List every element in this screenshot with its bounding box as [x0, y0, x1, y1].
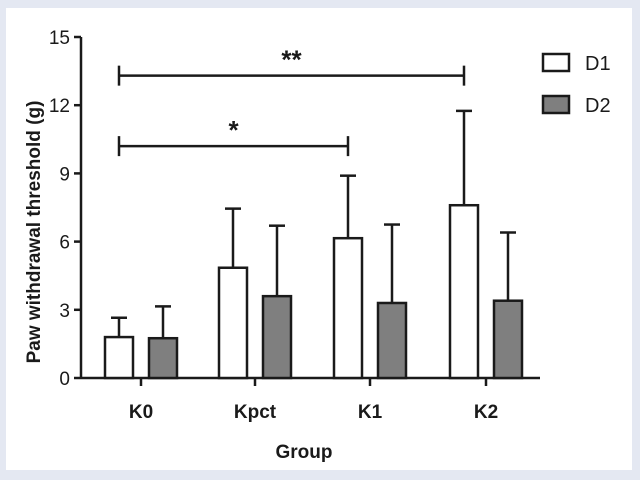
y-tick-label: 6 — [59, 233, 70, 254]
bar-D1-Kpct — [217, 266, 249, 380]
chart-panel — [6, 8, 632, 470]
y-axis-title: Paw withdrawal threshold (g) — [24, 101, 45, 364]
significance-label: * — [228, 115, 239, 145]
bar-D2-Kpct — [261, 294, 293, 380]
bar-D2-K0 — [147, 336, 179, 380]
y-tick-label: 3 — [59, 301, 70, 322]
y-tick-label: 15 — [49, 28, 70, 49]
bar-D1-K0 — [103, 335, 135, 380]
x-tick-label: K1 — [358, 402, 383, 423]
y-tick-label: 9 — [59, 164, 70, 185]
bar-D2-K2 — [492, 299, 524, 380]
bar-D1-K1 — [332, 236, 364, 380]
significance-label: ** — [281, 45, 302, 75]
y-tick-label: 12 — [49, 96, 70, 117]
legend-swatch-D2 — [541, 94, 571, 115]
x-tick-label: K2 — [474, 402, 498, 423]
bar-D2-K1 — [376, 301, 408, 380]
x-tick-label: K0 — [129, 402, 153, 423]
legend-label-D1: D1 — [585, 53, 611, 75]
legend-label-D2: D2 — [585, 95, 611, 117]
x-tick-label: Kpct — [234, 402, 277, 423]
bar-D1-K2 — [448, 203, 480, 380]
legend-swatch-D1 — [541, 52, 571, 73]
y-tick-label: 0 — [59, 369, 70, 390]
x-axis-title: Group — [276, 442, 333, 463]
